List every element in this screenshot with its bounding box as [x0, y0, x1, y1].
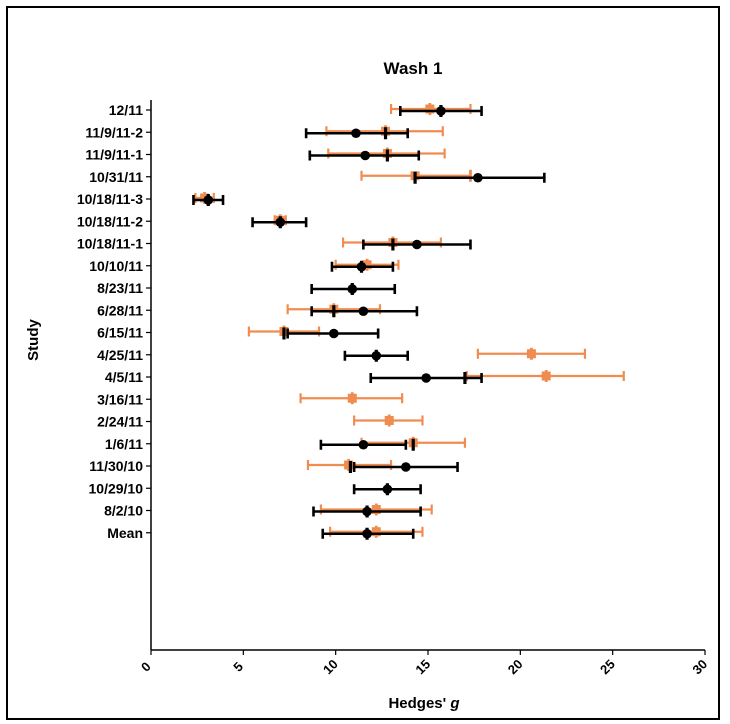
forest-plot: Wash 1 Study Hedges' g 12/11 11/9/11-2 11/… [25, 59, 710, 712]
error-bar [476, 347, 587, 360]
estimate-marker [275, 217, 286, 228]
x-tick-label: 20 [505, 656, 526, 677]
estimate-marker [371, 527, 381, 537]
x-tick-label: 15 [412, 656, 433, 677]
category-label: 10/18/11-2 [77, 213, 143, 229]
estimate-marker [412, 239, 422, 250]
estimate-marker [203, 195, 214, 205]
estimate-marker [382, 484, 393, 495]
category-label: 4/25/11 [97, 347, 143, 363]
x-tick-labels: 0 5 10 15 20 25 30 [138, 656, 710, 677]
chart-frame: Wash 1 Study Hedges' g 12/11 11/9/11-2 11/… [6, 6, 720, 720]
error-bar [308, 149, 421, 162]
estimate-marker [436, 106, 446, 116]
x-axis-title-main: Hedges' [388, 695, 450, 712]
estimate-marker [384, 416, 394, 425]
error-bar [319, 438, 415, 451]
error-bar [369, 372, 483, 384]
error-bar [192, 194, 225, 206]
estimate-marker [362, 260, 372, 270]
estimate-marker [347, 393, 357, 403]
error-bar [310, 305, 419, 318]
category-label: 10/29/10 [89, 480, 144, 496]
estimate-marker [362, 528, 372, 539]
error-bar [304, 127, 409, 140]
category-label: 2/24/11 [97, 414, 143, 430]
x-tick-label: 30 [689, 656, 710, 677]
estimate-marker [356, 261, 367, 272]
error-bar [352, 483, 422, 496]
estimate-marker [371, 350, 382, 361]
x-axis-title: Hedges' g [388, 695, 459, 712]
error-bar [282, 327, 380, 340]
axes [146, 100, 706, 655]
category-label: 4/5/11 [105, 369, 143, 385]
error-bars [192, 103, 625, 540]
estimate-marker [344, 460, 354, 470]
error-bar [299, 392, 404, 405]
error-bar [343, 349, 409, 362]
x-tick-label: 10 [320, 656, 341, 677]
estimate-marker [425, 104, 435, 114]
error-bar [251, 216, 308, 229]
category-label: 1/6/11 [105, 436, 143, 452]
category-label: 10/10/11 [89, 258, 143, 274]
error-bar [329, 525, 424, 538]
estimate-marker [358, 439, 369, 450]
category-label: 12/11 [109, 102, 143, 118]
category-label: 11/9/11-2 [85, 124, 143, 140]
category-label: 10/31/11 [89, 169, 143, 185]
category-label: 8/2/10 [104, 503, 143, 519]
estimate-marker [329, 328, 339, 339]
category-label: 10/18/11-1 [77, 236, 143, 252]
error-bar [362, 238, 472, 251]
x-axis-title-variable: g [449, 695, 459, 712]
estimate-marker [401, 462, 411, 472]
estimate-marker [362, 506, 372, 517]
estimate-marker [360, 150, 371, 161]
error-bar [398, 105, 483, 117]
error-bar [413, 171, 546, 184]
category-label: 11/30/10 [89, 458, 143, 474]
estimate-marker [347, 284, 358, 294]
category-label: 6/15/11 [97, 325, 143, 341]
error-bar [319, 503, 433, 516]
error-bar [465, 370, 625, 382]
estimate-marker [526, 349, 536, 359]
error-bar [348, 461, 459, 473]
y-axis-title: Study [25, 319, 42, 361]
category-label: 6/28/11 [97, 302, 143, 318]
error-bar [330, 260, 395, 273]
error-bar [310, 283, 397, 295]
category-label: 10/18/11-3 [77, 191, 143, 207]
category-label: 11/9/11-1 [85, 147, 143, 163]
error-bar [334, 258, 400, 271]
error-bar [312, 505, 422, 518]
estimate-marker [541, 371, 551, 381]
estimate-marker [351, 128, 361, 139]
category-label: 8/23/11 [97, 280, 143, 296]
estimate-marker [473, 172, 483, 183]
estimate-marker [421, 373, 431, 383]
estimate-marker [358, 306, 369, 317]
x-tick-label: 0 [138, 659, 154, 675]
error-bar [321, 527, 415, 540]
x-tick-label: 5 [230, 659, 246, 675]
error-bar [389, 103, 472, 115]
x-tick-label: 25 [597, 656, 618, 677]
category-label: 3/16/11 [97, 391, 143, 407]
chart-title: Wash 1 [384, 59, 443, 78]
error-bar [353, 414, 424, 427]
category-labels: 12/11 11/9/11-2 11/9/11-1 10/31/11 10/18/11-… [77, 102, 143, 541]
estimate-marker [371, 505, 381, 514]
category-label: Mean [107, 525, 143, 541]
